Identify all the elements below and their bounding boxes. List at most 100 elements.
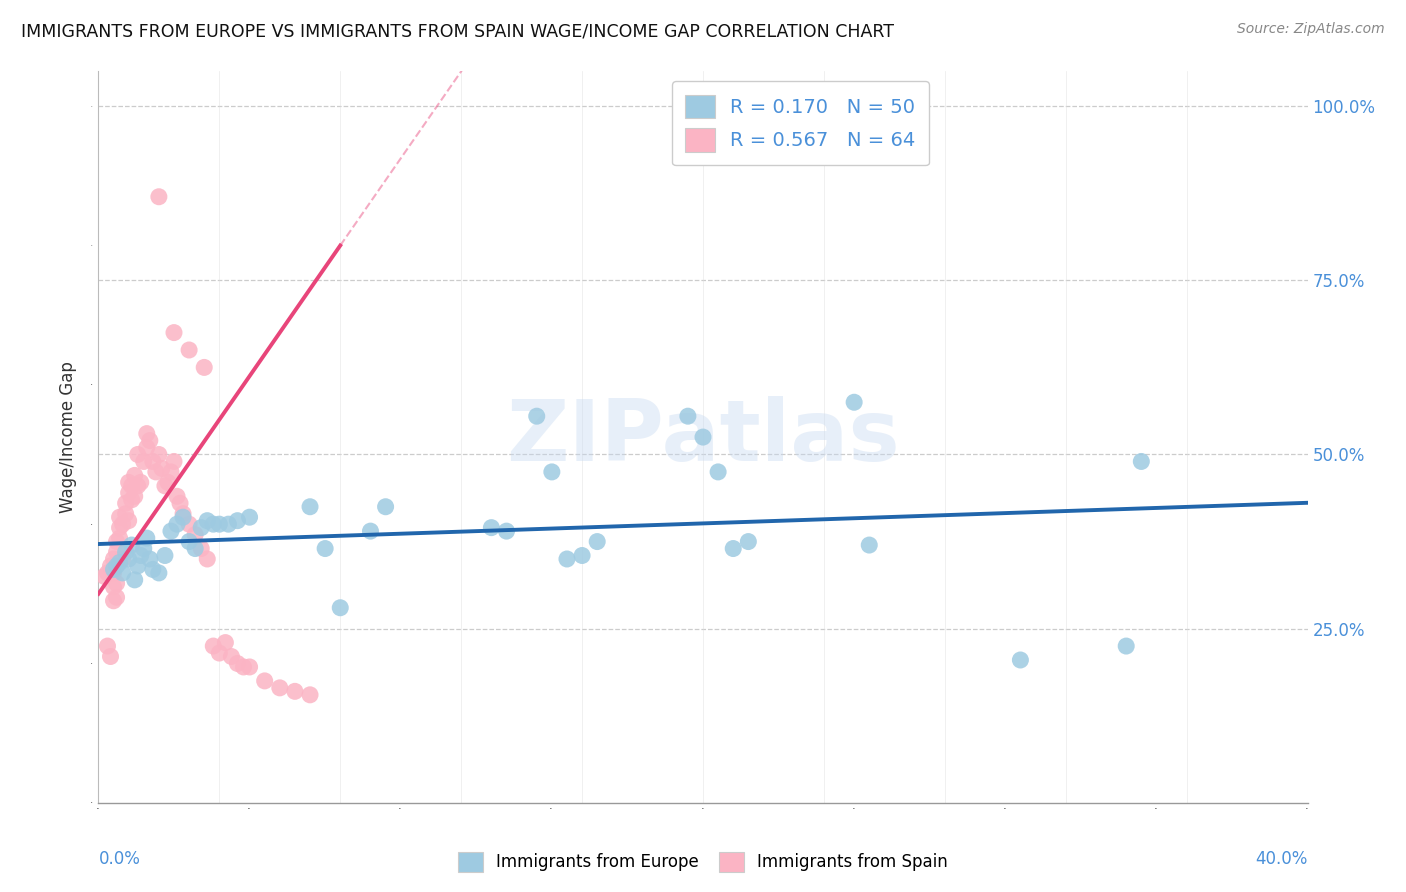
Point	[481, 521, 503, 535]
Point	[232, 660, 254, 674]
Point	[103, 580, 125, 594]
Point	[124, 573, 146, 587]
Point	[190, 541, 212, 556]
Point	[135, 441, 157, 455]
Point	[127, 479, 149, 493]
Point	[226, 657, 249, 671]
Point	[526, 409, 548, 424]
Point	[108, 556, 131, 570]
Point	[153, 549, 176, 563]
Point	[124, 489, 146, 503]
Point	[129, 475, 152, 490]
Point	[96, 639, 118, 653]
Point	[105, 558, 128, 573]
Point	[105, 576, 128, 591]
Point	[239, 510, 262, 524]
Point	[172, 507, 194, 521]
Point	[1010, 653, 1032, 667]
Text: 40.0%: 40.0%	[1256, 850, 1308, 868]
Point	[135, 426, 157, 441]
Point	[329, 600, 352, 615]
Point	[118, 552, 141, 566]
Point	[214, 635, 236, 649]
Point	[114, 545, 136, 559]
Point	[179, 534, 201, 549]
Point	[195, 514, 218, 528]
Point	[108, 531, 131, 545]
Point	[571, 549, 593, 563]
Text: Source: ZipAtlas.com: Source: ZipAtlas.com	[1237, 22, 1385, 37]
Point	[111, 552, 134, 566]
Point	[103, 562, 125, 576]
Point	[239, 660, 262, 674]
Point	[707, 465, 730, 479]
Point	[169, 496, 191, 510]
Point	[190, 521, 212, 535]
Point	[135, 531, 157, 545]
Point	[139, 434, 162, 448]
Point	[160, 465, 183, 479]
Point	[299, 500, 322, 514]
Point	[184, 527, 207, 541]
Point	[121, 479, 143, 493]
Point	[495, 524, 517, 538]
Point	[129, 549, 152, 563]
Point	[586, 534, 609, 549]
Point	[105, 534, 128, 549]
Point	[160, 524, 183, 538]
Legend: Immigrants from Europe, Immigrants from Spain: Immigrants from Europe, Immigrants from …	[451, 845, 955, 879]
Point	[108, 510, 131, 524]
Point	[132, 541, 155, 556]
Point	[172, 510, 194, 524]
Point	[166, 517, 188, 532]
Point	[555, 552, 578, 566]
Point	[111, 566, 134, 580]
Point	[127, 448, 149, 462]
Point	[374, 500, 396, 514]
Point	[121, 492, 143, 507]
Point	[202, 517, 225, 532]
Point	[844, 395, 866, 409]
Point	[111, 517, 134, 532]
Point	[226, 514, 249, 528]
Point	[118, 475, 141, 490]
Point	[858, 538, 880, 552]
Point	[202, 639, 225, 653]
Point	[142, 562, 165, 576]
Point	[118, 514, 141, 528]
Point	[193, 360, 215, 375]
Point	[269, 681, 291, 695]
Point	[150, 461, 173, 475]
Point	[221, 649, 243, 664]
Point	[108, 521, 131, 535]
Point	[179, 343, 201, 357]
Point	[100, 558, 122, 573]
Point	[93, 569, 115, 583]
Point	[148, 190, 170, 204]
Point	[103, 566, 125, 580]
Point	[195, 552, 218, 566]
Point	[103, 552, 125, 566]
Point	[737, 534, 759, 549]
Point	[145, 465, 167, 479]
Point	[121, 538, 143, 552]
Point	[163, 326, 186, 340]
Point	[208, 517, 231, 532]
Point	[360, 524, 382, 538]
Point	[1130, 454, 1153, 468]
Point	[100, 649, 122, 664]
Point	[156, 475, 179, 490]
Text: 0.0%: 0.0%	[98, 850, 141, 868]
Point	[96, 566, 118, 580]
Y-axis label: Wage/Income Gap: Wage/Income Gap	[59, 361, 77, 513]
Text: ZIPatlas: ZIPatlas	[506, 395, 900, 479]
Point	[127, 558, 149, 573]
Point	[105, 591, 128, 605]
Point	[314, 541, 336, 556]
Text: IMMIGRANTS FROM EUROPE VS IMMIGRANTS FROM SPAIN WAGE/INCOME GAP CORRELATION CHAR: IMMIGRANTS FROM EUROPE VS IMMIGRANTS FRO…	[21, 22, 894, 40]
Point	[284, 684, 307, 698]
Point	[114, 507, 136, 521]
Point	[103, 594, 125, 608]
Point	[114, 496, 136, 510]
Point	[153, 479, 176, 493]
